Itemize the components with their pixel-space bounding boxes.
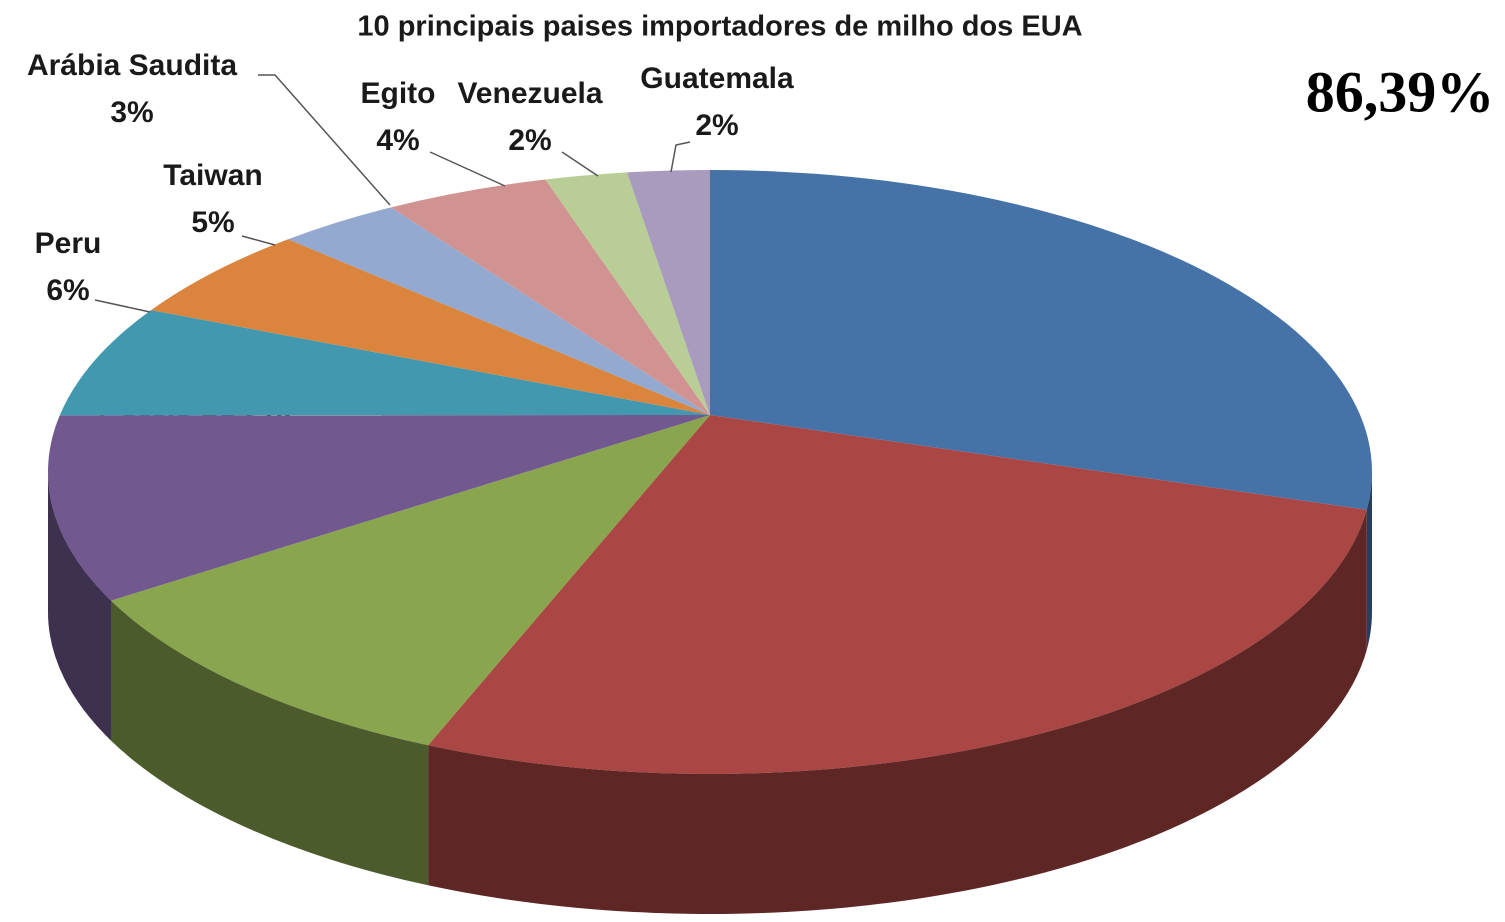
chart-title: 10 principais paises importadores de mil… bbox=[357, 11, 1082, 43]
slice bbox=[428, 415, 1367, 774]
leader-line bbox=[258, 74, 391, 206]
value-label: 6% bbox=[46, 274, 89, 307]
slice-label: Arábia Saudita bbox=[27, 49, 237, 82]
leader-line bbox=[241, 235, 276, 246]
slice bbox=[288, 207, 710, 415]
slice-label: Venezuela bbox=[457, 77, 602, 110]
pie-tops bbox=[47, 170, 1372, 774]
slice bbox=[545, 172, 710, 415]
pie-sides bbox=[47, 472, 1372, 914]
value-label: 2% bbox=[695, 109, 738, 142]
slice-label: Egito bbox=[361, 77, 436, 110]
leader-line bbox=[670, 141, 691, 173]
slice-side bbox=[428, 509, 1367, 914]
slice-label: Taiwan bbox=[163, 159, 262, 192]
slice bbox=[47, 415, 710, 601]
value-label: 4% bbox=[376, 124, 419, 157]
slice bbox=[59, 310, 711, 416]
slice-side bbox=[1366, 472, 1372, 650]
leader-lines bbox=[94, 74, 691, 313]
slice-label: Guatemala bbox=[640, 62, 794, 95]
leader-line bbox=[429, 151, 506, 187]
slice bbox=[627, 170, 710, 415]
slice-label: Peru bbox=[35, 227, 102, 260]
slice-side bbox=[47, 472, 112, 741]
slice bbox=[391, 179, 710, 415]
slice bbox=[151, 239, 710, 415]
leader-line bbox=[94, 299, 151, 313]
slice bbox=[710, 170, 1372, 510]
value-label: 2% bbox=[508, 124, 551, 157]
slice bbox=[111, 415, 710, 746]
leader-line bbox=[561, 151, 599, 177]
value-label: 5% bbox=[191, 206, 234, 239]
slice-side bbox=[111, 600, 429, 886]
value-label: 3% bbox=[110, 96, 153, 129]
annotation: 86,39% bbox=[1306, 59, 1495, 124]
